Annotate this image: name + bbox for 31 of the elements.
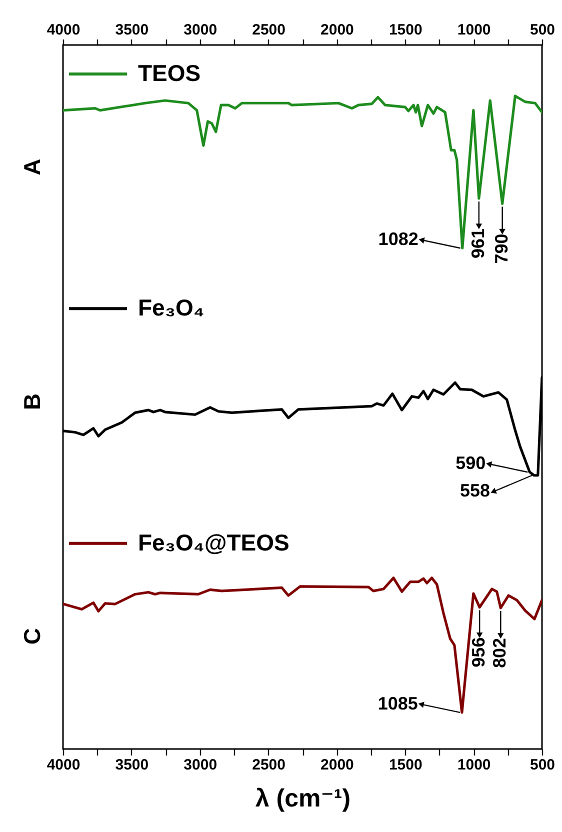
legend-label: TEOS [138, 60, 201, 86]
x-tick-label: 4000 [46, 756, 80, 774]
x-tick-label: 3500 [115, 756, 149, 774]
annotation: 558 [460, 480, 490, 500]
text: C [19, 628, 45, 645]
x-tick-label: 1500 [388, 756, 422, 774]
legend-label: Fe₃O₄@TEOS [138, 529, 290, 556]
annotation: 802 [490, 638, 510, 668]
text: A [19, 158, 45, 176]
x-tick-label: 1000 [457, 756, 491, 774]
annotation: 1085 [378, 693, 418, 714]
annotation: 590 [456, 453, 486, 474]
x-tick-label: 500 [530, 756, 556, 774]
x2-tick-label: 4000 [46, 22, 80, 38]
x2-tick-label: 1500 [388, 22, 422, 38]
x2-tick-label: 2500 [252, 22, 286, 38]
text: B [19, 393, 45, 410]
x2-tick-label: 3000 [184, 22, 218, 38]
x2-tick-label: 1000 [457, 22, 491, 38]
annotation: 1082 [378, 229, 418, 250]
annotation: 956 [468, 637, 489, 668]
x2-tick-label: 2000 [320, 22, 354, 38]
annotation: 961 [468, 228, 488, 259]
x2-tick-label: 3500 [115, 22, 149, 38]
legend-label: Fe₃O₄ [138, 294, 204, 321]
x2-tick-label: 500 [530, 22, 556, 38]
x-tick-label: 2500 [252, 756, 286, 774]
x-tick-label: 3000 [184, 756, 218, 774]
x-axis-title: λ (cm⁻¹) [255, 784, 351, 812]
x-tick-label: 2000 [320, 756, 354, 774]
annotation: 790 [491, 234, 512, 264]
